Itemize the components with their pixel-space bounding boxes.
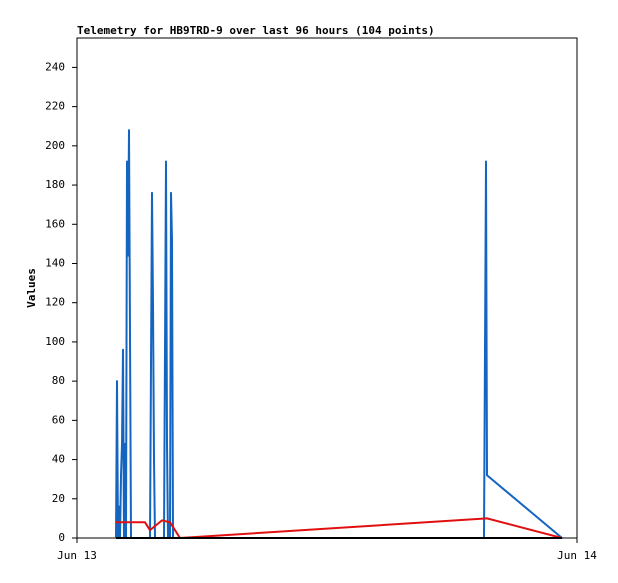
y-tick-label: 40 bbox=[52, 453, 65, 466]
y-tick-label: 200 bbox=[45, 139, 65, 152]
y-tick-label: 20 bbox=[52, 492, 65, 505]
y-tick-label: 240 bbox=[45, 60, 65, 73]
x-tick-label: Jun 14 bbox=[557, 549, 597, 562]
y-tick-label: 120 bbox=[45, 296, 65, 309]
y-tick-label: 0 bbox=[58, 531, 65, 544]
series-line bbox=[115, 129, 563, 539]
y-tick-label: 80 bbox=[52, 374, 65, 387]
y-tick-label: 180 bbox=[45, 178, 65, 191]
x-tick-label: Jun 13 bbox=[57, 549, 97, 562]
chart-title: Telemetry for HB9TRD-9 over last 96 hour… bbox=[77, 24, 435, 37]
y-tick-label: 140 bbox=[45, 256, 65, 269]
y-tick-label: 60 bbox=[52, 413, 65, 426]
y-axis-label: Values bbox=[25, 268, 38, 308]
y-tick-label: 100 bbox=[45, 335, 65, 348]
series-line bbox=[116, 517, 563, 539]
y-tick-label: 160 bbox=[45, 217, 65, 230]
y-tick-label: 220 bbox=[45, 100, 65, 113]
